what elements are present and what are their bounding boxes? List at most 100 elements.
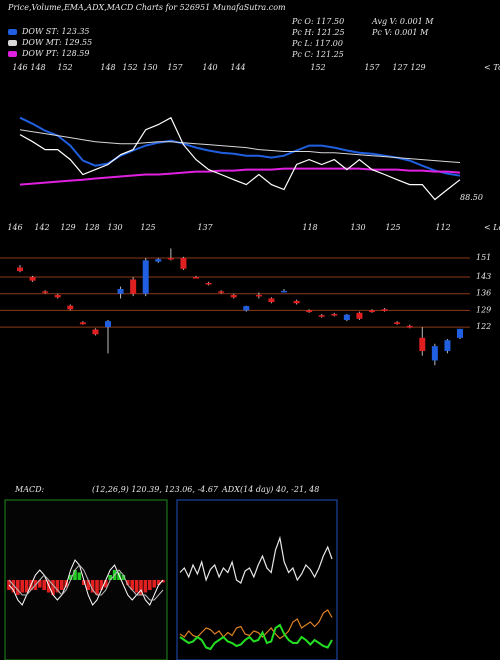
last-label: 88.50: [460, 193, 483, 202]
candle-body: [180, 257, 187, 269]
info-text: Pc H: 121.25: [291, 28, 345, 37]
top-label: 152: [122, 63, 137, 72]
candle-body: [155, 259, 162, 262]
indicator-line: [19, 116, 461, 177]
panel-subtitle: (12,26,9) 120.39, 123.06, -4.67: [92, 485, 219, 494]
histogram-bar: [121, 575, 126, 580]
panel-subtitle: (14 day) 40, -21, 48: [240, 485, 319, 494]
top-label: 127: [392, 63, 408, 72]
top-label: 144: [230, 63, 245, 72]
histogram-bar: [20, 580, 24, 593]
info-text: Pc L: 117.00: [291, 39, 343, 48]
chart-title: Price,Volume,EMA,ADX,MACD Charts for 526…: [7, 3, 286, 12]
y-tick-label: 129: [476, 305, 491, 314]
histogram-bar: [117, 572, 121, 580]
candle-body: [331, 313, 338, 316]
panel-title: MACD:: [14, 485, 45, 494]
candle-body: [243, 306, 250, 311]
legend-swatch: [8, 51, 17, 57]
histogram-bar: [99, 580, 104, 590]
candle-body: [356, 312, 363, 319]
top-label: 150: [142, 63, 157, 72]
y-tick-label: 151: [476, 253, 491, 262]
info-text: Pc O: 117.50: [291, 17, 344, 26]
bottom-label: 130: [350, 223, 365, 232]
bottom-label: 125: [140, 223, 155, 232]
candle-body: [218, 291, 225, 293]
bottom-label: 142: [34, 223, 49, 232]
info-text: Avg V: 0.001 M: [371, 17, 434, 26]
candle-body: [42, 291, 49, 293]
candle-body: [167, 257, 174, 260]
candle-body: [142, 260, 149, 294]
candle-body: [293, 300, 300, 304]
candle-body: [130, 279, 137, 294]
bottom-label: 128: [84, 223, 99, 232]
bottom-label: 118: [302, 223, 317, 232]
candle-body: [394, 322, 401, 325]
histogram-bar: [95, 580, 99, 595]
candle-body: [381, 309, 388, 311]
adx-line: [179, 535, 333, 584]
candle-body: [431, 346, 438, 361]
indicator-line: [19, 129, 461, 163]
legend-swatch: [8, 40, 17, 46]
bottom-label: 146: [7, 223, 22, 232]
top-label: 152: [310, 63, 325, 72]
y-tick-label: 122: [476, 322, 491, 331]
histogram-bar: [55, 580, 60, 593]
panel-title: ADX: [221, 485, 240, 494]
candle-body: [105, 321, 111, 328]
candle-body: [444, 340, 451, 351]
histogram-bar: [108, 575, 112, 580]
info-text: Pc C: 121.25: [291, 50, 344, 59]
histogram-bar: [24, 580, 29, 593]
histogram-bar: [86, 580, 90, 590]
candle-body: [117, 288, 124, 294]
top-label: 157: [167, 63, 183, 72]
candle-body: [318, 315, 325, 317]
candle-body: [268, 298, 275, 303]
histogram-bar: [126, 580, 130, 585]
adx-line: [179, 623, 333, 651]
histogram-bar: [51, 580, 55, 595]
histogram-bar: [143, 580, 148, 593]
candle-body: [406, 325, 413, 328]
candle-body: [193, 277, 199, 279]
histogram-bar: [152, 580, 156, 588]
adx-panel: [176, 499, 338, 660]
candle-body: [67, 305, 74, 310]
lows-label: < Lows: [484, 223, 500, 232]
top-label: 129: [410, 63, 425, 72]
candle-body: [281, 290, 287, 293]
candle-body: [230, 294, 237, 298]
candle-body: [255, 294, 262, 297]
histogram-bar: [77, 572, 82, 580]
histogram-bar: [104, 580, 108, 588]
bottom-label: 125: [385, 223, 400, 232]
top-label: 148: [30, 63, 45, 72]
y-tick-label: 143: [476, 272, 491, 281]
legend-swatch: [8, 29, 17, 35]
histogram-bar: [60, 580, 64, 590]
histogram-bar: [42, 580, 46, 590]
bottom-label: 137: [197, 223, 213, 232]
candle-body: [17, 267, 23, 272]
legend-label: DOW MT: 129.55: [21, 38, 92, 47]
histogram-bar: [73, 570, 77, 580]
histogram-bar: [38, 580, 42, 588]
macd-line: [8, 559, 164, 606]
bottom-label: 112: [435, 223, 450, 232]
candle-body: [369, 310, 375, 313]
histogram-bar: [11, 580, 16, 593]
legend-label: DOW ST: 123.35: [21, 27, 90, 36]
candle-body: [92, 329, 99, 335]
histogram-bar: [90, 580, 95, 593]
histogram-bar: [139, 580, 143, 595]
price-line: [19, 116, 461, 201]
bottom-label: 129: [60, 223, 75, 232]
tops-label: < Tops: [484, 63, 500, 72]
candle-body: [205, 283, 212, 285]
